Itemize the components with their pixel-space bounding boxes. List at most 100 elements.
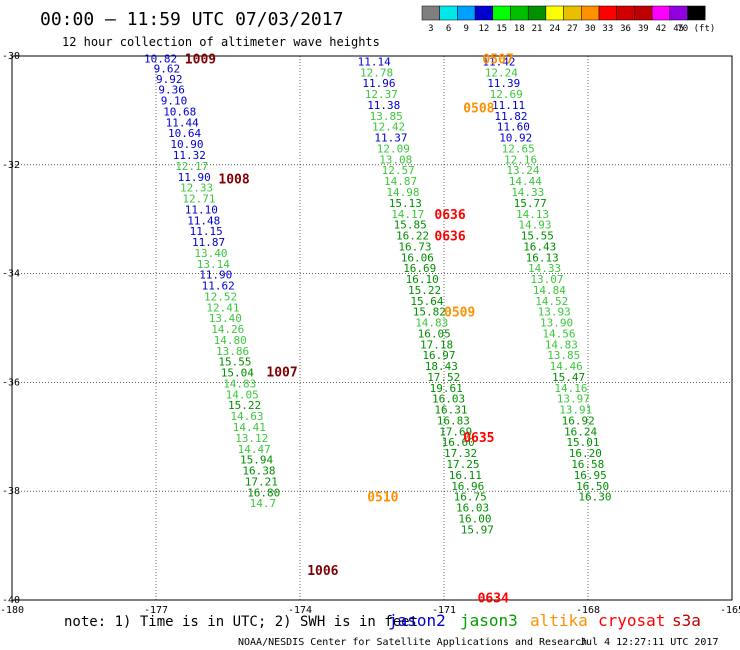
wave-height-label: 15.55	[218, 356, 251, 369]
colorbar-label: 39	[638, 24, 649, 34]
wave-height-label: 14.84	[533, 284, 566, 297]
wave-height-label: 12.37	[365, 88, 398, 101]
wave-height-label: 16.00	[458, 512, 491, 525]
wave-height-label: 13.08	[379, 153, 412, 166]
y-tick-label: -32	[2, 160, 20, 171]
wave-height-label: 15.94	[240, 454, 273, 467]
wave-height-label: 14.41	[233, 421, 266, 434]
wave-height-label: 16.05	[418, 327, 451, 340]
wave-height-label: 15.97	[461, 523, 494, 536]
satellite-legend: jason2 jason3 altika cryosat s3a	[388, 611, 701, 630]
wave-height-label: 10.82	[144, 53, 177, 66]
colorbar-label: 15	[496, 24, 507, 34]
wave-height-label: 10.92	[499, 132, 532, 145]
wave-height-label: 13.85	[370, 110, 403, 123]
wave-height-label: 17.25	[446, 458, 479, 471]
y-axis-ticks: -30 -32 -34 -36 -38 -40	[2, 51, 20, 606]
wave-height-label: 11.42	[482, 55, 515, 68]
colorbar-label: 33	[602, 24, 613, 34]
wave-height-label: 12.52	[204, 290, 237, 303]
wave-height-label: 15.47	[552, 371, 585, 384]
x-tick-label: -177	[144, 605, 168, 616]
colorbar-swatch	[651, 5, 671, 21]
wave-height-label: 16.22	[396, 230, 429, 243]
wave-height-label: 14.33	[528, 262, 561, 275]
wave-height-label: 9.10	[161, 95, 188, 108]
x-tick-label: -171	[432, 605, 456, 616]
wave-height-label: 11.62	[202, 280, 235, 293]
wave-height-label: 16.24	[564, 425, 597, 438]
y-tick-label: -30	[2, 51, 20, 62]
track-time-label: 0509	[444, 306, 475, 321]
wave-height-label: 14.52	[535, 295, 568, 308]
wave-height-label: 9.92	[156, 73, 183, 86]
wave-height-label: 16.03	[432, 393, 465, 406]
wave-height-label: 15.13	[389, 197, 422, 210]
wave-height-label: 14.87	[384, 175, 417, 188]
legend-item-altika: altika	[530, 611, 588, 630]
y-tick-label: -36	[2, 377, 20, 388]
wave-height-label: 11.37	[374, 132, 407, 145]
wave-height-label: 17.52	[427, 371, 460, 384]
wave-height-label: 16.03	[456, 502, 489, 515]
wave-height-label: 12.33	[180, 182, 213, 195]
wave-height-label: 15.82	[413, 306, 446, 319]
wave-height-label: 16.58	[571, 458, 604, 471]
track-time-label: 1007	[266, 366, 297, 381]
legend-item-s3a: s3a	[672, 611, 701, 630]
wave-height-label: 16.96	[451, 480, 484, 493]
wave-height-label: 11.10	[185, 203, 218, 216]
footer-timestamp: Jul 4 12:27:11 UTC 2017	[580, 637, 718, 648]
wave-height-label: 16.31	[434, 404, 467, 417]
legend-item-jason2: jason2	[388, 611, 446, 630]
wave-height-label: 13.86	[216, 345, 249, 358]
y-tick-label: -40	[2, 595, 20, 606]
legend-item-jason3: jason3	[460, 611, 518, 630]
wave-height-label: 13.24	[506, 164, 539, 177]
wave-height-label: 16.11	[449, 469, 482, 482]
wave-height-label: 16.60	[442, 436, 475, 449]
wave-height-label: 16.38	[242, 465, 275, 478]
colorbar-label: 36	[620, 24, 631, 34]
wave-height-label: 16.95	[574, 469, 607, 482]
wave-height-label: 14.98	[386, 186, 419, 199]
wave-height-label: 16.80	[247, 486, 280, 499]
colorbar-label: 3	[428, 24, 433, 34]
wave-height-label: 14.56	[542, 327, 575, 340]
colorbar-swatch	[492, 5, 511, 21]
wave-height-label: 11.32	[173, 149, 206, 162]
wave-height-label: 19.61	[430, 382, 463, 395]
wave-height-label: 16.92	[562, 414, 595, 427]
wave-height-label: 18.43	[425, 360, 458, 373]
wave-height-label: 12.78	[360, 66, 393, 79]
wave-height-label: 15.22	[228, 399, 261, 412]
wave-height-label: 11.44	[166, 116, 199, 129]
wave-height-label: 13.90	[540, 317, 573, 330]
wave-height-label: 14.47	[238, 443, 271, 456]
track-time-label: 0636	[434, 230, 465, 245]
track-time-label: 0507	[482, 53, 513, 68]
track-time-label: 1006	[307, 564, 338, 579]
wave-height-label: 14.33	[511, 186, 544, 199]
colorbar-label: 24	[549, 24, 560, 34]
wave-height-label: 12.24	[485, 66, 518, 79]
x-axis-ticks: -180 -177 -174 -171 -168 -165	[0, 605, 740, 616]
colorbar-label: 30	[585, 24, 596, 34]
wave-height-label: 16.50	[576, 480, 609, 493]
wave-height-label: 13.14	[197, 258, 230, 271]
wave-height-label: 13.12	[235, 432, 268, 445]
wave-height-label: 13.97	[557, 393, 590, 406]
track-time-label: 1009	[185, 53, 216, 68]
wave-height-label: 12.09	[377, 142, 410, 155]
wave-height-label: 16.06	[401, 251, 434, 264]
colorbar-swatch	[634, 5, 653, 21]
wave-height-label: 15.77	[514, 197, 547, 210]
y-tick-label: -34	[2, 269, 20, 280]
colorbar-label: 45	[673, 24, 684, 34]
track-annotations: 1009 1008 1007 1006 0507 0508 0509 0510 0636 0636…	[185, 53, 514, 607]
wave-height-label: 9.36	[158, 84, 185, 97]
wave-height-label: 11.90	[178, 171, 211, 184]
wave-height-label: 16.20	[569, 447, 602, 460]
footer-credit: NOAA/NESDIS Center for Satellite Applica…	[238, 637, 587, 648]
